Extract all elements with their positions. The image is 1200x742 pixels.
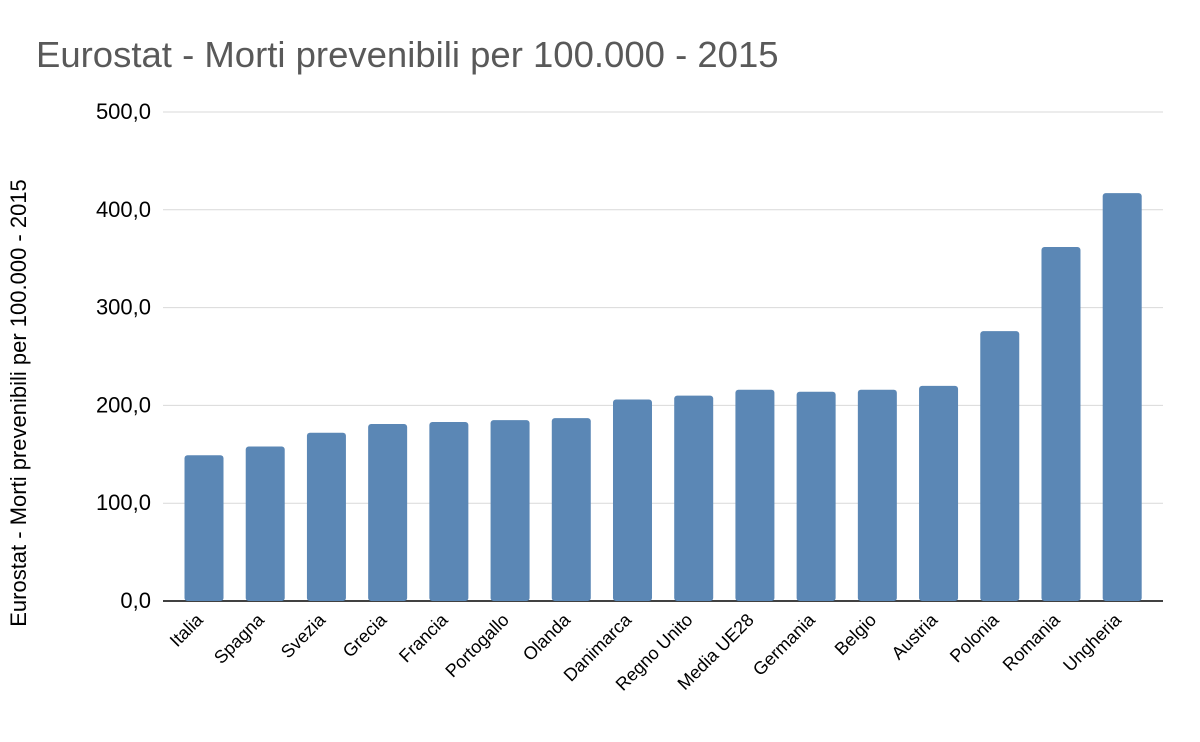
svg-text:Italia: Italia bbox=[166, 609, 208, 651]
svg-text:Olanda: Olanda bbox=[519, 609, 575, 665]
svg-text:100,0: 100,0 bbox=[96, 490, 151, 515]
svg-text:300,0: 300,0 bbox=[96, 295, 151, 320]
svg-text:Svezia: Svezia bbox=[277, 609, 330, 662]
svg-text:Eurostat - Morti prevenibili p: Eurostat - Morti prevenibili per 100.000… bbox=[6, 179, 31, 627]
svg-text:400,0: 400,0 bbox=[96, 197, 151, 222]
svg-text:Austria: Austria bbox=[888, 609, 942, 663]
svg-text:Romania: Romania bbox=[999, 609, 1065, 675]
svg-text:Polonia: Polonia bbox=[946, 609, 1003, 666]
svg-text:Belgio: Belgio bbox=[831, 610, 881, 660]
svg-text:Germania: Germania bbox=[749, 609, 820, 680]
svg-text:Grecia: Grecia bbox=[339, 609, 391, 661]
svg-text:Portogallo: Portogallo bbox=[441, 610, 512, 681]
svg-text:500,0: 500,0 bbox=[96, 99, 151, 124]
svg-text:Ungheria: Ungheria bbox=[1059, 609, 1125, 675]
svg-text:Francia: Francia bbox=[395, 609, 452, 666]
svg-text:Spagna: Spagna bbox=[210, 609, 269, 668]
svg-text:0,0: 0,0 bbox=[120, 588, 151, 613]
svg-text:200,0: 200,0 bbox=[96, 392, 151, 417]
